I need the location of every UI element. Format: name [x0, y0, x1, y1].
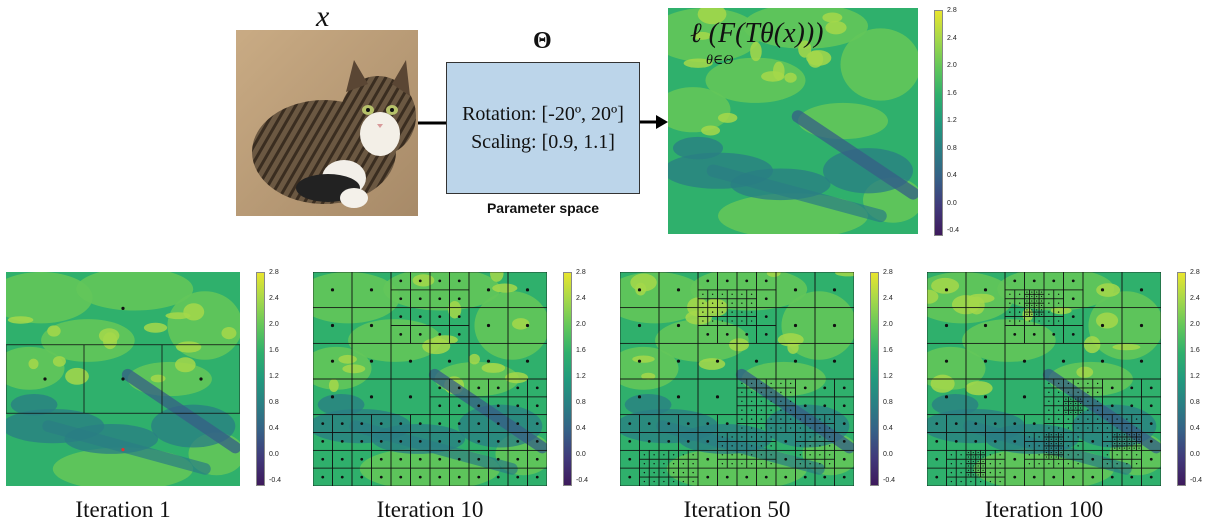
colorbar-gradient: [563, 272, 572, 486]
colorbar-tick-label: 1.2: [576, 373, 586, 380]
colorbar-tick-label: 2.4: [269, 295, 279, 302]
colorbar-tick-label: 2.0: [947, 62, 957, 69]
cat-image: [236, 30, 418, 216]
colorbar-tick-label: 0.8: [947, 144, 957, 152]
loss-landscape: [668, 8, 918, 234]
iteration-landscape: [927, 272, 1161, 486]
colorbar-tick-label: 0.8: [269, 399, 279, 406]
iteration-landscape: [313, 272, 547, 486]
colorbar-tick-label: -0.4: [1190, 477, 1203, 484]
colorbar-tick-label: 0.4: [269, 425, 279, 432]
colorbar-tick-label: 0.0: [947, 199, 957, 207]
loss-formula-subscript: θ∈Θ: [706, 53, 734, 68]
colorbar-tick-label: 2.0: [269, 321, 279, 328]
iteration-caption: Iteration 10: [376, 497, 484, 522]
iteration-landscape: [620, 272, 854, 486]
colorbar-tick-label: 2.8: [947, 7, 957, 14]
colorbar-tick-label: 0.0: [883, 451, 893, 458]
colorbar-tick-label: 1.6: [947, 89, 957, 97]
iteration-landscape: [6, 272, 240, 486]
rotation-range: Rotation: [-20º, 20º]: [462, 103, 624, 125]
colorbar-tick-label: 2.4: [883, 295, 893, 302]
colorbar-tick-label: 0.8: [576, 399, 586, 406]
colorbar: 2.8 2.4 2.0 1.6 1.2 0.8 0.4 0.0 -0.4: [870, 269, 910, 486]
colorbar-gradient: [934, 10, 943, 236]
input-label: x: [316, 0, 330, 33]
connector-line: [418, 121, 446, 125]
colorbar-tick-label: -0.4: [576, 477, 589, 484]
theta-symbol: Θ: [533, 28, 552, 54]
colorbar-tick-label: 0.4: [576, 425, 586, 432]
parameter-box: Rotation: [-20º, 20º] Scaling: [0.9, 1.1…: [446, 62, 640, 194]
colorbar-tick-label: 1.2: [269, 373, 279, 380]
iteration-caption: Iteration 50: [683, 497, 791, 522]
colorbar-tick-label: 2.0: [883, 321, 893, 328]
colorbar-tick-label: 1.6: [576, 347, 586, 354]
iteration-caption: Iteration 100: [984, 497, 1104, 522]
colorbar-tick-label: 0.4: [947, 172, 957, 179]
colorbar-tick-label: 1.2: [1190, 373, 1200, 380]
colorbar-tick-label: 0.8: [883, 399, 893, 406]
colorbar-tick-label: 1.6: [1190, 347, 1200, 354]
colorbar-tick-label: 1.6: [269, 347, 279, 354]
colorbar-tick-label: 2.8: [576, 269, 586, 276]
colorbar-tick-label: 2.4: [576, 295, 586, 302]
colorbar-gradient: [256, 272, 265, 486]
colorbar-tick-label: 2.4: [947, 34, 957, 42]
colorbar-tick-label: -0.4: [947, 227, 960, 234]
colorbar-tick-label: 0.0: [1190, 451, 1200, 458]
colorbar: 2.8 2.4 2.0 1.6 1.2 0.8 0.4 0.0 -0.4: [563, 269, 603, 486]
colorbar-tick-label: 2.0: [576, 321, 586, 328]
colorbar-top: 2.8 2.4 2.0 1.6 1.2 0.8 0.4 0.0 -0.4: [934, 7, 994, 236]
scaling-range: Scaling: [0.9, 1.1]: [471, 131, 615, 153]
colorbar: 2.8 2.4 2.0 1.6 1.2 0.8 0.4 0.0 -0.4: [1177, 269, 1217, 486]
colorbar-tick-label: 2.8: [883, 269, 893, 276]
loss-formula: ℓ (F(Tθ(x))): [690, 18, 824, 49]
iteration-caption: Iteration 1: [75, 497, 171, 522]
colorbar-tick-label: 1.6: [883, 347, 893, 354]
colorbar-tick-label: 1.2: [947, 117, 957, 124]
colorbar-tick-label: 2.8: [1190, 269, 1200, 276]
colorbar-tick-label: 2.8: [269, 269, 279, 276]
colorbar-tick-label: -0.4: [883, 477, 896, 484]
colorbar-gradient: [1177, 272, 1186, 486]
colorbar-tick-label: -0.4: [269, 477, 282, 484]
arrow-icon: [640, 115, 668, 129]
colorbar-tick-label: 1.2: [883, 373, 893, 380]
colorbar-gradient: [870, 272, 879, 486]
colorbar-tick-label: 0.4: [883, 425, 893, 432]
colorbar-tick-label: 0.4: [1190, 425, 1200, 432]
colorbar-tick-label: 2.4: [1190, 295, 1200, 302]
colorbar-tick-label: 2.0: [1190, 321, 1200, 328]
parameter-space-caption: Parameter space: [486, 200, 600, 216]
colorbar-tick-label: 0.0: [576, 451, 586, 458]
colorbar-tick-label: 0.8: [1190, 399, 1200, 406]
colorbar: 2.8 2.4 2.0 1.6 1.2 0.8 0.4 0.0 -0.4: [256, 269, 296, 486]
colorbar-tick-label: 0.0: [269, 451, 279, 458]
